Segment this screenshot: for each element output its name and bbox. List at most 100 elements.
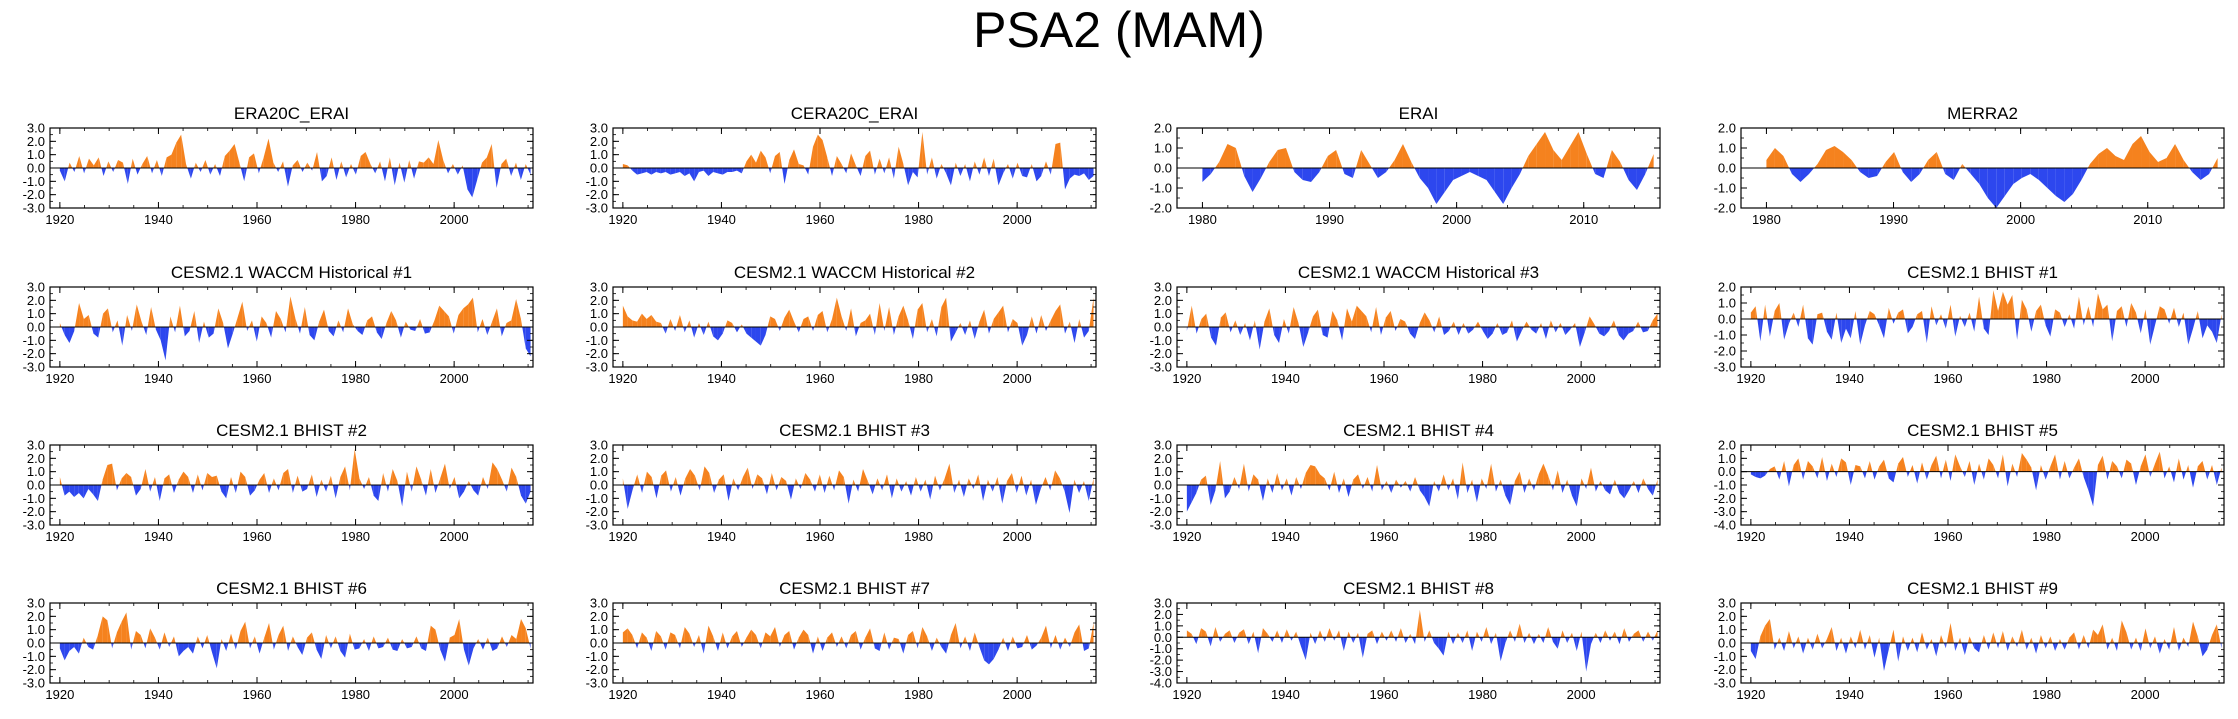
positive-area bbox=[443, 160, 447, 168]
negative-area bbox=[1864, 643, 1868, 650]
negative-area bbox=[2070, 319, 2075, 329]
positive-area bbox=[448, 316, 452, 327]
positive-area bbox=[1313, 309, 1318, 327]
positive-area bbox=[673, 477, 676, 485]
positive-area bbox=[1750, 306, 1756, 319]
negative-area bbox=[300, 168, 303, 172]
negative-area bbox=[1252, 168, 1261, 192]
positive-area bbox=[2175, 144, 2184, 168]
negative-area bbox=[1962, 471, 1965, 477]
negative-area bbox=[408, 327, 411, 330]
y-tick-label: -2.0 bbox=[586, 346, 608, 361]
negative-area bbox=[422, 485, 426, 496]
negative-area bbox=[627, 485, 633, 509]
negative-area bbox=[1377, 168, 1387, 178]
positive-area bbox=[452, 164, 455, 168]
negative-area bbox=[1186, 485, 1192, 512]
negative-area bbox=[422, 327, 425, 334]
negative-area bbox=[1215, 485, 1217, 491]
positive-area bbox=[169, 316, 171, 327]
negative-area bbox=[1988, 319, 1991, 335]
positive-area bbox=[2109, 461, 2113, 472]
positive-area bbox=[1224, 630, 1230, 638]
positive-area bbox=[1229, 630, 1233, 638]
positive-area bbox=[417, 161, 419, 168]
negative-area bbox=[988, 327, 992, 334]
negative-area bbox=[779, 327, 782, 331]
negative-area bbox=[267, 485, 270, 493]
positive-area bbox=[1394, 144, 1403, 168]
positive-area bbox=[2158, 158, 2167, 168]
negative-area bbox=[1196, 327, 1199, 334]
negative-area bbox=[394, 168, 399, 186]
positive-area bbox=[651, 315, 657, 327]
x-tick-label: 1960 bbox=[806, 212, 835, 227]
positive-area bbox=[88, 158, 94, 168]
positive-area bbox=[1979, 463, 1982, 472]
negative-area bbox=[966, 168, 970, 182]
positive-area bbox=[154, 477, 157, 485]
positive-area bbox=[1950, 304, 1953, 319]
negative-area bbox=[2189, 168, 2193, 172]
positive-area bbox=[816, 474, 820, 485]
positive-area bbox=[295, 317, 298, 327]
positive-area bbox=[1435, 316, 1440, 327]
positive-area bbox=[1923, 160, 1929, 168]
positive-area bbox=[1610, 320, 1614, 327]
positive-area bbox=[308, 474, 312, 485]
negative-area bbox=[1552, 637, 1558, 649]
negative-area bbox=[1543, 637, 1546, 643]
negative-area bbox=[873, 327, 875, 335]
y-tick-label: 1.0 bbox=[1154, 306, 1172, 321]
positive-area bbox=[2164, 309, 2168, 319]
positive-area bbox=[521, 619, 526, 643]
negative-area bbox=[506, 485, 509, 492]
positive-area bbox=[997, 477, 999, 485]
negative-area bbox=[175, 327, 177, 333]
negative-area bbox=[446, 168, 449, 174]
positive-area bbox=[1539, 323, 1542, 327]
panel-title: CESM2.1 WACCM Historical #2 bbox=[734, 263, 975, 282]
positive-area bbox=[1388, 630, 1392, 638]
positive-area bbox=[280, 161, 284, 168]
positive-area bbox=[1424, 312, 1430, 327]
positive-area bbox=[1910, 637, 1913, 643]
negative-area bbox=[328, 643, 331, 649]
positive-area bbox=[2102, 624, 2107, 643]
negative-area bbox=[670, 485, 674, 492]
positive-area bbox=[949, 463, 953, 485]
positive-area bbox=[1219, 144, 1228, 168]
negative-area bbox=[1982, 319, 1984, 329]
positive-area bbox=[383, 473, 387, 485]
negative-area bbox=[1536, 327, 1540, 334]
positive-area bbox=[771, 473, 776, 485]
positive-area bbox=[2040, 465, 2044, 472]
negative-area bbox=[758, 643, 761, 649]
positive-area bbox=[1239, 463, 1244, 485]
negative-area bbox=[1050, 643, 1053, 649]
positive-area bbox=[2220, 314, 2222, 319]
positive-area bbox=[769, 473, 772, 485]
negative-area bbox=[1186, 327, 1188, 331]
positive-area bbox=[928, 157, 932, 168]
positive-area bbox=[1309, 632, 1311, 638]
negative-area bbox=[903, 643, 907, 654]
negative-area bbox=[368, 643, 372, 651]
positive-area bbox=[1536, 132, 1546, 168]
x-tick-label: 2000 bbox=[440, 212, 469, 227]
negative-area bbox=[480, 643, 483, 650]
y-tick-label: 2.0 bbox=[1718, 609, 1736, 624]
positive-area bbox=[253, 153, 258, 168]
positive-area bbox=[847, 153, 852, 168]
negative-area bbox=[508, 168, 512, 176]
positive-area bbox=[1946, 623, 1951, 643]
positive-area bbox=[354, 449, 360, 485]
y-tick-label: -2.0 bbox=[1714, 491, 1736, 506]
negative-area bbox=[101, 168, 104, 176]
positive-area bbox=[2053, 309, 2056, 319]
negative-area bbox=[1384, 637, 1387, 641]
positive-area bbox=[794, 321, 797, 327]
positive-area bbox=[266, 323, 268, 327]
negative-area bbox=[1255, 327, 1260, 350]
positive-area bbox=[893, 637, 899, 643]
